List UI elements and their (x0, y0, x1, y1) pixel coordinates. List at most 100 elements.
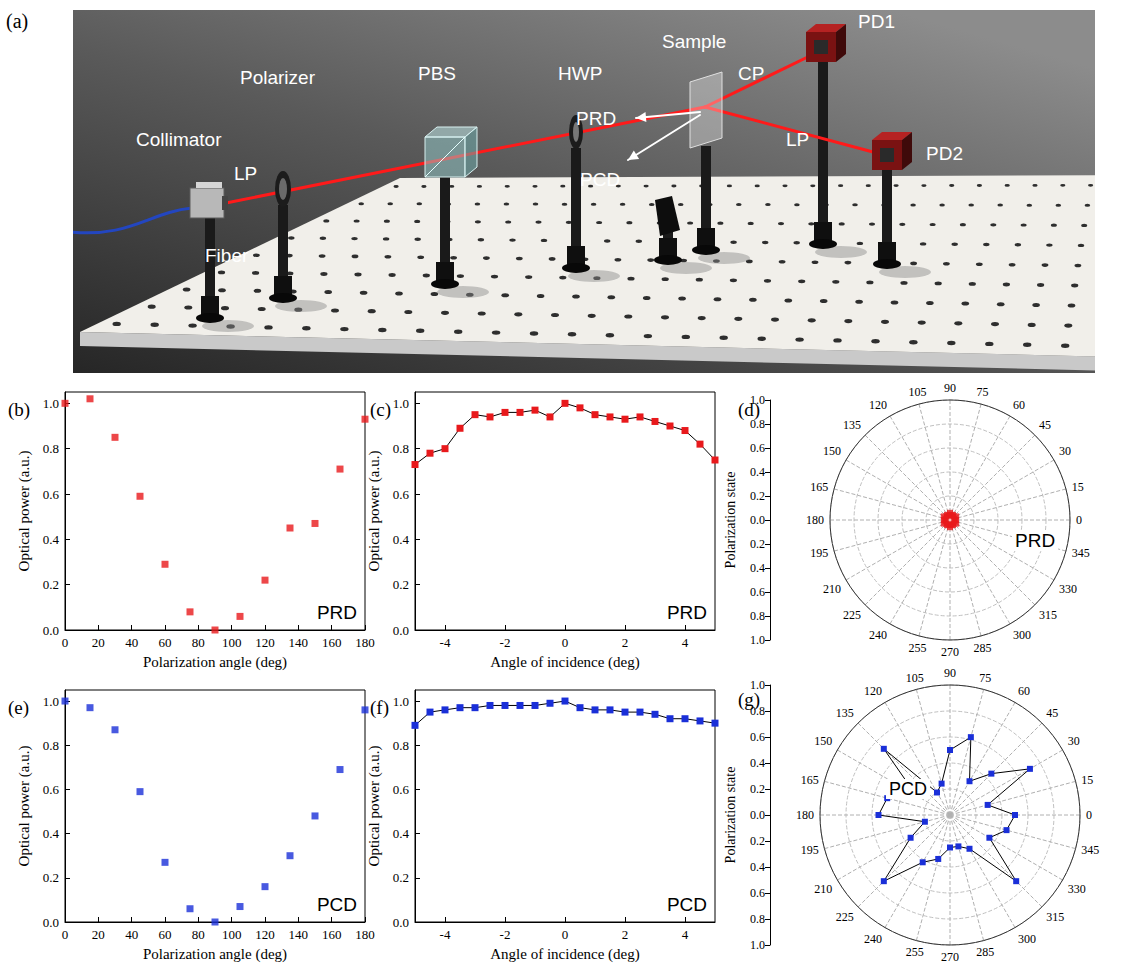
svg-text:0.2: 0.2 (750, 782, 765, 796)
svg-text:0.6: 0.6 (393, 487, 410, 502)
svg-text:PRD: PRD (576, 108, 616, 129)
svg-text:1.0: 1.0 (393, 694, 409, 709)
svg-text:1.0: 1.0 (750, 938, 765, 952)
svg-text:40: 40 (125, 927, 138, 942)
svg-text:0.8: 0.8 (393, 441, 409, 456)
svg-text:(c): (c) (370, 399, 391, 421)
svg-text:Optical power (a.u.): Optical power (a.u.) (366, 746, 383, 867)
svg-text:195: 195 (810, 546, 828, 560)
svg-text:120: 120 (255, 927, 275, 942)
svg-text:100: 100 (222, 927, 242, 942)
svg-text:40: 40 (125, 635, 138, 650)
svg-text:135: 135 (843, 418, 861, 432)
svg-text:0.6: 0.6 (393, 782, 410, 797)
svg-text:240: 240 (869, 628, 887, 642)
svg-text:315: 315 (1046, 910, 1064, 924)
svg-text:(a): (a) (6, 10, 28, 33)
svg-text:Collimator: Collimator (136, 129, 222, 150)
svg-text:160: 160 (322, 927, 342, 942)
svg-text:LP: LP (786, 129, 809, 150)
svg-text:60: 60 (1018, 684, 1030, 698)
svg-text:Polarization state: Polarization state (723, 472, 738, 569)
svg-text:Polarization state: Polarization state (723, 767, 738, 864)
svg-text:0.4: 0.4 (750, 465, 765, 479)
svg-text:120: 120 (864, 684, 882, 698)
svg-text:0.8: 0.8 (750, 609, 765, 623)
svg-text:105: 105 (906, 671, 924, 685)
svg-text:-2: -2 (500, 635, 511, 650)
svg-text:165: 165 (801, 773, 819, 787)
svg-text:Polarization angle (deg): Polarization angle (deg) (143, 946, 287, 963)
svg-text:0.0: 0.0 (43, 623, 59, 638)
svg-text:345: 345 (1081, 843, 1099, 857)
svg-text:45: 45 (1039, 418, 1051, 432)
svg-text:0.2: 0.2 (43, 577, 59, 592)
svg-text:Polarization angle (deg): Polarization angle (deg) (143, 654, 287, 671)
svg-text:Angle of incidence (deg): Angle of incidence (deg) (490, 654, 640, 671)
svg-text:4: 4 (682, 635, 689, 650)
svg-text:0.4: 0.4 (750, 756, 765, 770)
svg-text:225: 225 (836, 910, 854, 924)
svg-text:4: 4 (682, 927, 689, 942)
svg-text:180: 180 (355, 635, 375, 650)
svg-text:195: 195 (801, 843, 819, 857)
svg-text:300: 300 (1013, 628, 1031, 642)
svg-text:-4: -4 (440, 927, 451, 942)
svg-text:0.6: 0.6 (750, 585, 765, 599)
svg-text:(e): (e) (8, 697, 29, 719)
svg-text:345: 345 (1072, 546, 1090, 560)
svg-text:-4: -4 (440, 635, 451, 650)
svg-text:285: 285 (974, 641, 992, 655)
svg-text:165: 165 (810, 480, 828, 494)
svg-text:75: 75 (979, 671, 991, 685)
svg-text:Fiber: Fiber (205, 245, 249, 266)
svg-text:0.2: 0.2 (393, 870, 409, 885)
svg-text:PBS: PBS (418, 63, 456, 84)
svg-text:240: 240 (864, 932, 882, 946)
svg-text:(d): (d) (738, 399, 760, 421)
svg-text:160: 160 (322, 635, 342, 650)
svg-text:90: 90 (944, 381, 956, 395)
svg-text:60: 60 (1013, 398, 1025, 412)
svg-text:0.6: 0.6 (43, 487, 60, 502)
svg-text:0.8: 0.8 (393, 738, 409, 753)
svg-text:45: 45 (1046, 706, 1058, 720)
svg-text:0.2: 0.2 (750, 834, 765, 848)
svg-text:20: 20 (92, 635, 105, 650)
svg-text:PRD: PRD (317, 602, 357, 623)
svg-text:30: 30 (1068, 734, 1080, 748)
svg-text:Angle of incidence (deg): Angle of incidence (deg) (490, 946, 640, 963)
svg-text:0: 0 (1086, 808, 1092, 822)
svg-text:0.4: 0.4 (393, 826, 410, 841)
svg-text:0.6: 0.6 (750, 730, 765, 744)
svg-text:180: 180 (806, 513, 824, 527)
svg-text:0.4: 0.4 (43, 532, 60, 547)
svg-text:120: 120 (255, 635, 275, 650)
svg-text:LP: LP (234, 163, 257, 184)
svg-text:PD2: PD2 (926, 143, 963, 164)
svg-text:Optical power (a.u.): Optical power (a.u.) (16, 746, 33, 867)
svg-text:0.0: 0.0 (750, 513, 765, 527)
svg-text:0: 0 (562, 635, 569, 650)
svg-text:135: 135 (836, 706, 854, 720)
svg-text:90: 90 (944, 666, 956, 680)
svg-text:0.2: 0.2 (750, 537, 765, 551)
svg-text:1.0: 1.0 (393, 396, 409, 411)
svg-text:300: 300 (1018, 932, 1036, 946)
svg-text:0.4: 0.4 (43, 826, 60, 841)
svg-text:210: 210 (823, 582, 841, 596)
svg-text:60: 60 (159, 635, 172, 650)
svg-text:285: 285 (976, 945, 994, 959)
svg-text:PCD: PCD (889, 779, 927, 799)
svg-text:CP: CP (738, 63, 764, 84)
svg-text:80: 80 (192, 927, 205, 942)
svg-text:0: 0 (1076, 513, 1082, 527)
svg-text:140: 140 (289, 635, 309, 650)
svg-text:(g): (g) (738, 689, 760, 711)
svg-text:Optical power (a.u.): Optical power (a.u.) (16, 451, 33, 572)
svg-text:0.8: 0.8 (43, 441, 59, 456)
svg-text:0.4: 0.4 (750, 561, 765, 575)
svg-text:255: 255 (908, 641, 926, 655)
svg-text:PD1: PD1 (858, 11, 895, 32)
svg-text:140: 140 (289, 927, 309, 942)
